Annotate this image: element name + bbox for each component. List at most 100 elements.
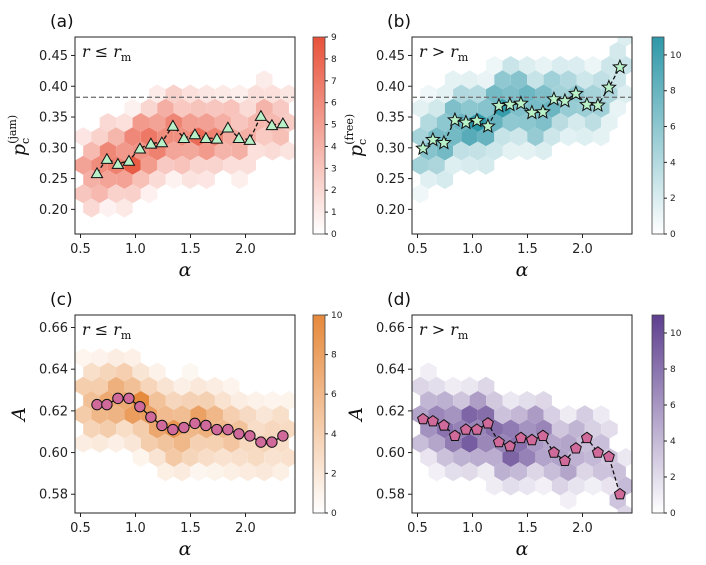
hex-bin <box>527 127 544 147</box>
hex-bin <box>568 113 585 132</box>
hex-bin <box>551 419 569 439</box>
colorbar-tick-label: 10 <box>670 329 682 339</box>
hex-bin <box>494 462 511 482</box>
y-tick-label: 0.40 <box>376 80 405 95</box>
hex-bin <box>617 448 632 467</box>
hex-bin <box>140 433 158 453</box>
colorbar-tick-label: 0 <box>331 509 337 519</box>
colorbar-tick-label: 7 <box>331 77 337 87</box>
hex-bin <box>420 391 437 410</box>
x-tick-label: 2.0 <box>235 242 256 257</box>
hex-bin <box>231 448 248 467</box>
y-tick-label: 0.20 <box>39 203 68 218</box>
hex-bin <box>519 56 536 75</box>
colorbar-tick-label: 4 <box>670 158 676 168</box>
hex-bin <box>173 376 191 396</box>
hex-bin <box>83 141 100 161</box>
y-axis-label: A <box>8 407 30 423</box>
hex-bin <box>256 127 273 147</box>
y-tick-label: 0.66 <box>376 321 405 336</box>
data-point <box>232 131 246 143</box>
hex-bin <box>272 127 289 147</box>
annotation: r ≤ rm <box>82 42 132 64</box>
hex-bin <box>568 476 585 496</box>
hex-bin <box>157 155 174 175</box>
hexbin-density <box>75 348 295 482</box>
data-point <box>266 436 278 448</box>
hex-bin <box>198 170 215 189</box>
y-tick-label: 0.64 <box>376 363 405 378</box>
hex-bin <box>428 433 445 453</box>
data-point <box>611 58 628 74</box>
hex-bin <box>560 490 577 510</box>
panel-b: 0.5 1.0 1.5 2.0 0.20 0.25 0.30 0.35 0.40 0.45 (b) r… <box>343 12 682 281</box>
hex-bin <box>75 184 92 204</box>
data-point <box>211 423 223 436</box>
colorbar-tick-label: 9 <box>331 33 337 43</box>
hex-bin <box>264 391 281 410</box>
colorbar-tick-label: 2 <box>331 469 337 479</box>
hex-bin <box>469 391 486 410</box>
hex-bin <box>132 448 149 467</box>
hex-bin <box>551 56 569 75</box>
hex-bin <box>116 362 133 382</box>
data-point <box>222 423 234 436</box>
hex-bin <box>610 519 626 538</box>
y-tick-label: 0.60 <box>39 446 68 461</box>
data-point <box>144 137 158 149</box>
data-point <box>233 428 245 440</box>
y-tick-label: 0.30 <box>39 141 68 156</box>
hex-bin <box>535 56 552 75</box>
hex-bin <box>477 98 495 118</box>
hex-bin <box>576 405 593 425</box>
hex-bin <box>140 184 158 204</box>
x-tick-label: 0.5 <box>407 521 428 536</box>
colorbar-tick-label: 0 <box>670 230 676 240</box>
data-point <box>567 85 584 101</box>
hex-bin <box>453 141 470 161</box>
hex-bin <box>477 155 495 175</box>
data-point <box>492 435 505 448</box>
y-tick-label: 0.58 <box>376 488 405 503</box>
hex-bin <box>593 70 610 90</box>
annotation: r > rm <box>419 320 469 342</box>
data-point <box>578 96 595 112</box>
hex-bin <box>124 376 141 396</box>
hex-bin <box>223 433 240 453</box>
data-point <box>446 111 463 127</box>
data-point <box>221 121 235 133</box>
y-tick-label: 0.35 <box>39 111 68 126</box>
y-tick-label: 0.58 <box>39 488 68 503</box>
hex-bin <box>609 70 626 90</box>
colorbar-tick-label: 2 <box>670 473 676 483</box>
hex-bin <box>182 391 199 410</box>
hex-bin <box>214 391 232 410</box>
hex-bin <box>428 376 445 396</box>
y-tick-label: 0.45 <box>376 49 405 64</box>
hexbin-density <box>412 37 632 204</box>
data-point <box>156 419 168 432</box>
hex-bin <box>182 84 199 104</box>
hex-bin <box>99 141 117 161</box>
colorbar-tick-label: 4 <box>331 430 337 440</box>
hex-bin <box>584 476 602 496</box>
hex-bin <box>527 462 544 482</box>
hex-bin <box>75 405 92 425</box>
hex-bin <box>461 433 478 453</box>
data-point <box>133 142 147 154</box>
hex-bin <box>502 56 519 75</box>
hex-bin <box>247 84 265 104</box>
colorbar-tick-label: 6 <box>670 123 676 133</box>
hex-bin <box>107 127 125 147</box>
hex-bin <box>149 391 166 410</box>
hex-bin <box>601 419 618 439</box>
hex-bin <box>560 462 577 482</box>
hex-bin <box>453 391 470 410</box>
hex-bin <box>412 376 429 396</box>
colorbar-tick-label: 3 <box>331 164 337 174</box>
x-axis-label: α <box>516 538 529 560</box>
data-point <box>210 132 224 144</box>
hex-bin <box>420 84 437 104</box>
hex-bin <box>190 462 207 482</box>
data-point <box>591 446 604 458</box>
